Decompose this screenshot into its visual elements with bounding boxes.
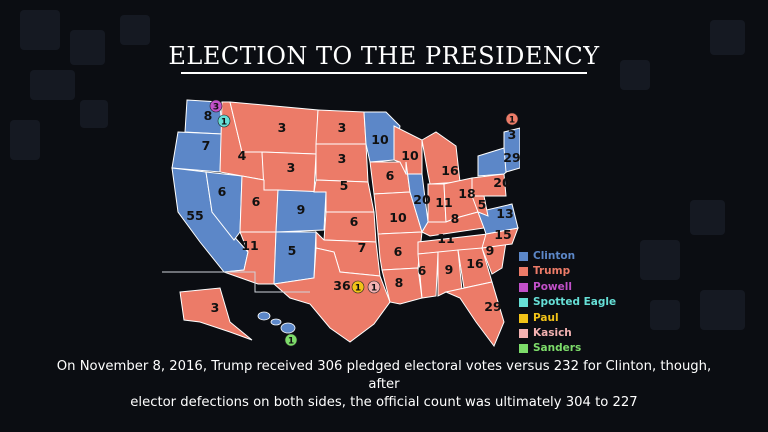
state-vote-label-nc: 15 bbox=[494, 227, 511, 242]
state-vote-label-ny: 29 bbox=[503, 150, 520, 165]
faithless-badge-powell bbox=[209, 99, 223, 113]
legend-item-paul: Paul bbox=[519, 311, 616, 326]
state-vote-label-ut: 6 bbox=[252, 194, 261, 209]
legend-label: Clinton bbox=[533, 250, 576, 262]
legend-label: Kasich bbox=[533, 326, 572, 339]
legend-swatch bbox=[519, 267, 528, 277]
state-vote-label-ne: 5 bbox=[340, 178, 349, 193]
state-vote-label-co: 9 bbox=[297, 202, 306, 217]
state-vote-label-ca: 55 bbox=[186, 208, 203, 223]
state-vote-label-ar: 6 bbox=[394, 244, 403, 259]
faithless-badge-label: 1 bbox=[509, 116, 515, 126]
faithless-badge-kasich bbox=[367, 280, 381, 294]
legend-item-powell: Powell bbox=[519, 280, 616, 295]
state-co bbox=[275, 189, 327, 233]
legend-swatch bbox=[519, 282, 528, 292]
faithless-badge-label: 1 bbox=[288, 337, 294, 347]
state-vote-label-oh: 18 bbox=[458, 186, 475, 201]
state-vote-label-nv: 6 bbox=[218, 184, 227, 199]
faithless-badge-label: 1 bbox=[355, 284, 361, 294]
state-vote-label-mo: 10 bbox=[389, 210, 407, 225]
state-vote-label-mn: 10 bbox=[371, 132, 389, 147]
state-vote-label-wi: 10 bbox=[401, 148, 419, 163]
title-underline bbox=[181, 72, 587, 74]
legend-swatch bbox=[519, 344, 528, 354]
map-legend: Clinton Trump Powell Spotted Eagle Paul Kasic… bbox=[519, 249, 616, 357]
state-va bbox=[477, 203, 519, 235]
state-vote-label-ne-region: 3 bbox=[508, 127, 517, 142]
state-hi-island-2 bbox=[280, 322, 296, 334]
legend-label: Sanders bbox=[533, 342, 582, 355]
state-ak bbox=[179, 287, 253, 341]
state-vote-label-mi: 16 bbox=[441, 163, 459, 178]
state-hi-island-1 bbox=[270, 318, 282, 326]
state-vote-label-id: 4 bbox=[238, 148, 247, 163]
legend-swatch bbox=[519, 328, 528, 338]
state-vote-label-la: 8 bbox=[395, 275, 404, 290]
state-ms bbox=[417, 251, 439, 299]
state-vote-label-ks: 6 bbox=[350, 214, 359, 229]
state-vote-label-fl: 29 bbox=[484, 299, 501, 314]
faithless-badge-spotted-eagle bbox=[217, 114, 231, 128]
state-pa bbox=[471, 173, 507, 197]
state-nm bbox=[273, 231, 317, 285]
legend-label: Spotted Eagle bbox=[533, 296, 617, 309]
state-fl bbox=[444, 281, 505, 347]
legend-item-spotted-eagle: Spotted Eagle bbox=[519, 295, 616, 310]
state-vote-label-wa: 8 bbox=[204, 108, 213, 123]
state-vote-label-az: 11 bbox=[241, 238, 258, 253]
state-vote-label-in: 11 bbox=[435, 195, 452, 210]
state-vote-label-wv: 5 bbox=[478, 197, 487, 212]
legend-label: Powell bbox=[533, 280, 572, 293]
state-vote-label-tx: 36 bbox=[333, 278, 351, 293]
state-vote-label-mt: 3 bbox=[278, 120, 287, 135]
caption-line-2: elector defections on both sides, the of… bbox=[130, 395, 638, 410]
state-vote-label-il: 20 bbox=[413, 192, 431, 207]
state-vote-label-ms: 6 bbox=[418, 263, 427, 278]
state-vote-label-tn: 11 bbox=[437, 231, 454, 246]
legend-item-clinton: Clinton bbox=[519, 249, 616, 264]
legend-item-kasich: Kasich bbox=[519, 326, 616, 341]
inset-divider bbox=[162, 271, 310, 293]
state-hi-island-0 bbox=[257, 311, 271, 321]
state-vote-label-ga: 16 bbox=[466, 256, 484, 271]
state-vote-label-va: 13 bbox=[496, 206, 513, 221]
faithless-badge-label: 1 bbox=[371, 284, 377, 294]
state-ky bbox=[421, 211, 485, 237]
state-vote-label-ak: 3 bbox=[211, 300, 220, 315]
state-vote-label-sd: 3 bbox=[338, 151, 347, 166]
faithless-badge-sanders bbox=[284, 333, 298, 347]
legend-label: Trump bbox=[533, 265, 571, 278]
legend-label: Paul bbox=[533, 311, 559, 324]
state-vote-label-nm: 5 bbox=[288, 243, 297, 258]
caption: On November 8, 2016, Trump received 306 … bbox=[40, 358, 728, 412]
legend-item-trump: Trump bbox=[519, 264, 616, 279]
legend-swatch bbox=[519, 313, 528, 323]
state-or bbox=[171, 131, 223, 173]
legend-swatch bbox=[519, 252, 528, 261]
faithless-badge-paul bbox=[351, 280, 365, 294]
legend-item-sanders: Sanders bbox=[519, 341, 616, 356]
state-vote-label-ok: 7 bbox=[358, 240, 367, 255]
slide-title: ELECTION TO THE PRESIDENCY bbox=[168, 42, 600, 70]
state-vote-label-pa: 20 bbox=[493, 175, 511, 190]
electoral-map: 8 7 55 6 4 3 3 6 9 11 5 3 3 5 6 7 36 10 6 10 6 8 10 20 16 11 18 8 11… bbox=[160, 92, 520, 354]
caption-line-1: On November 8, 2016, Trump received 306 … bbox=[56, 359, 712, 392]
state-la bbox=[381, 267, 423, 305]
state-vote-label-al: 9 bbox=[445, 262, 454, 277]
state-vote-label-ia: 6 bbox=[386, 168, 395, 183]
faithless-badge-label: 3 bbox=[213, 103, 219, 113]
state-vote-label-ky: 8 bbox=[451, 211, 460, 226]
state-ne-region bbox=[503, 127, 520, 173]
legend-swatch bbox=[519, 298, 528, 308]
state-mt bbox=[229, 101, 319, 155]
state-vote-label-or: 7 bbox=[202, 138, 211, 153]
faithless-badge-trump bbox=[505, 112, 519, 126]
faithless-badge-label: 1 bbox=[221, 118, 227, 128]
state-vote-label-sc: 9 bbox=[486, 243, 495, 258]
state-vote-label-wy: 3 bbox=[287, 160, 296, 175]
state-vote-label-nd: 3 bbox=[338, 120, 347, 135]
